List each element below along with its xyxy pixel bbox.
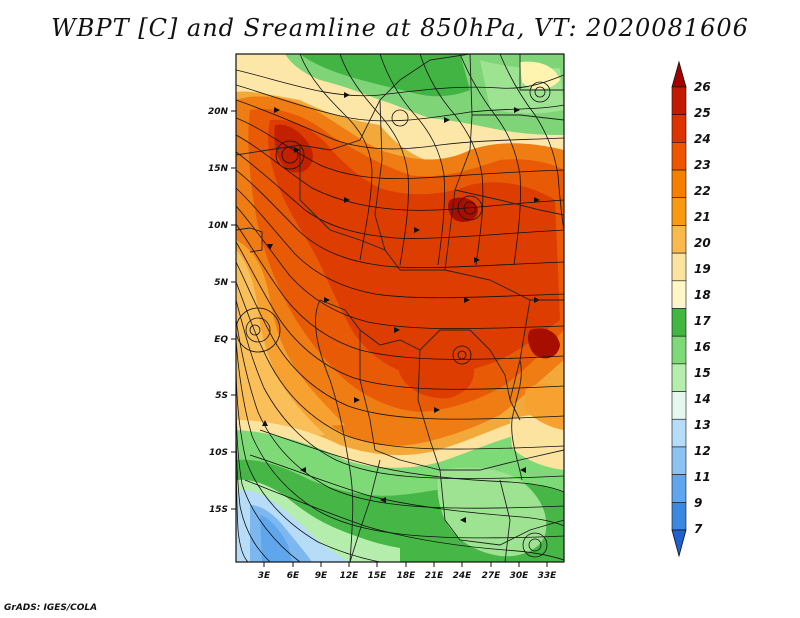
colorbar-cells [671, 86, 687, 531]
lat-label: 15N [208, 164, 229, 174]
colorbar-cell [671, 391, 687, 420]
colorbar-cell [671, 363, 687, 392]
credit-label: GrADS: IGES/COLA [4, 603, 98, 613]
lon-label: 15E [368, 571, 388, 581]
colorbar-label: 18 [694, 288, 711, 302]
wbpt-field [236, 54, 564, 562]
colorbar-label: 21 [694, 210, 711, 224]
colorbar-label: 16 [694, 340, 711, 354]
colorbar-label: 11 [694, 470, 711, 484]
lat-label: 10N [208, 221, 229, 231]
lon-ticks [263, 562, 548, 567]
colorbar-top-arrow [671, 60, 687, 88]
colorbar-label: 12 [694, 444, 711, 458]
lat-label: EQ [214, 335, 228, 345]
colorbar-bottom-arrow [671, 529, 687, 558]
colorbar-cell [671, 280, 687, 309]
colorbar-cell [671, 225, 687, 254]
colorbar-label: 17 [694, 314, 711, 328]
country-borders [236, 54, 564, 562]
colorbar-label: 22 [694, 184, 711, 198]
colorbar [671, 60, 687, 558]
colorbar-label: 14 [694, 392, 711, 406]
colorbar-cell [671, 446, 687, 475]
lat-label: 10S [209, 448, 228, 458]
lon-label: 33E [538, 571, 558, 581]
lon-label: 27E [482, 571, 502, 581]
lat-label: 5S [215, 391, 228, 401]
colorbar-cell [671, 418, 687, 448]
map-title: WBPT [C] and Sreamline at 850hPa, VT: 20… [51, 14, 749, 42]
colorbar-label: 24 [694, 132, 711, 146]
lon-label: 30E [510, 571, 530, 581]
colorbar-label: 13 [694, 418, 711, 432]
colorbar-cell [671, 335, 687, 365]
lon-label: 18E [397, 571, 417, 581]
streamlines [236, 54, 564, 562]
lon-label: 3E [258, 571, 271, 581]
lat-ticks [231, 110, 236, 510]
lat-label: 5N [214, 278, 228, 288]
lon-labels: 3E 6E 9E 12E 15E 18E 21E 24E 27E 30E 33E [258, 571, 557, 581]
colorbar-cell [671, 502, 687, 531]
colorbar-label: 9 [694, 496, 703, 510]
colorbar-cell [671, 197, 687, 226]
colorbar-label: 26 [694, 80, 711, 94]
colorbar-label: 25 [694, 106, 711, 120]
streamline-arrows [262, 92, 540, 523]
lon-label: 21E [425, 571, 445, 581]
lon-label: 24E [453, 571, 473, 581]
colorbar-cell [671, 308, 687, 337]
lon-label: 12E [340, 571, 360, 581]
lat-label: 15S [209, 505, 228, 515]
colorbar-cell [671, 169, 687, 199]
colorbar-cell [671, 252, 687, 282]
colorbar-label: 7 [694, 522, 703, 536]
colorbar-label: 20 [694, 236, 711, 250]
colorbar-cell [671, 86, 687, 115]
colorbar-label: 23 [694, 158, 711, 172]
lon-label: 9E [315, 571, 328, 581]
lon-label: 6E [287, 571, 300, 581]
map-border [235, 53, 565, 563]
colorbar-label: 15 [694, 366, 711, 380]
lat-label: 20N [208, 107, 229, 117]
colorbar-cell [671, 474, 687, 503]
colorbar-cell [671, 142, 687, 171]
colorbar-label: 19 [694, 262, 711, 276]
lat-labels: 20N 15N 10N 5N EQ 5S 10S 15S [208, 107, 229, 515]
colorbar-cell [671, 114, 687, 143]
